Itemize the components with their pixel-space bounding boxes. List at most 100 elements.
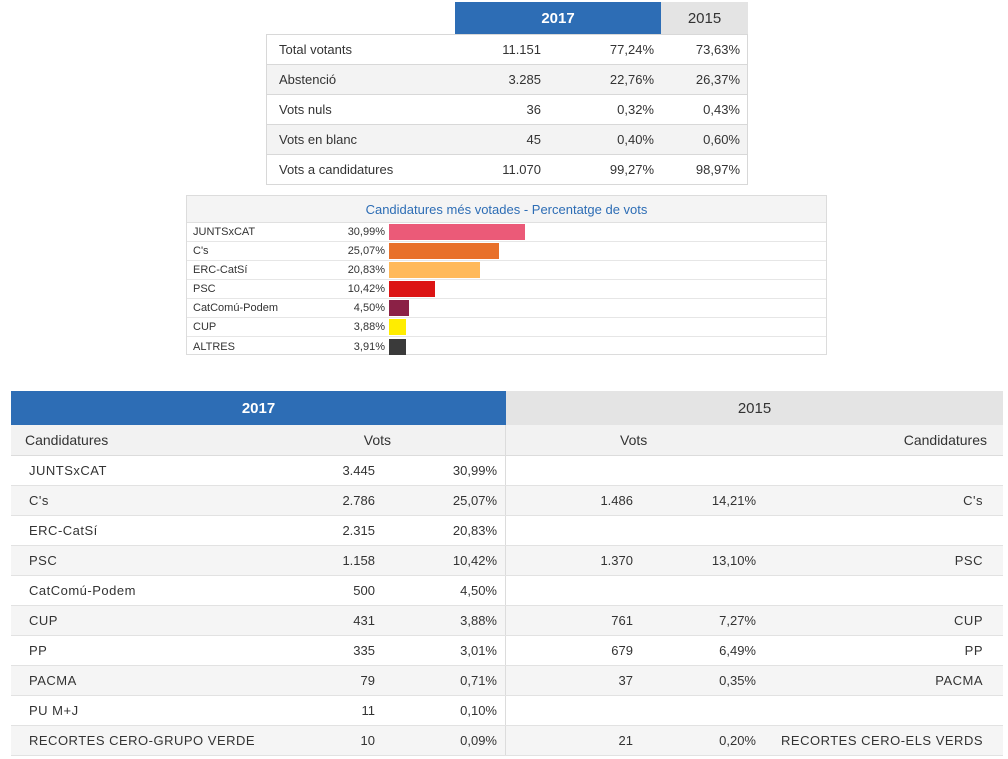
summary-label: Abstenció	[279, 72, 337, 87]
bar-value-label: 25,07%	[347, 245, 385, 257]
chart-bar-row: C's 25,07%	[187, 242, 826, 261]
chart-bar-row: CatComú-Podem 4,50%	[187, 299, 826, 318]
pct-2017: 20,83%	[452, 523, 497, 538]
candidature-name-2017: C's	[29, 493, 49, 508]
votes-2017: 10	[360, 733, 375, 748]
chart-title: Candidatures més votades - Percentatge d…	[187, 196, 826, 222]
chart-bar-row: ALTRES 3,91%	[187, 337, 826, 356]
chart-bars: JUNTSxCAT 30,99% C's 25,07% ERC-CatSí 20,83% P…	[187, 222, 826, 356]
pct-2017: 10,42%	[452, 553, 497, 568]
votes-2017: 335	[353, 643, 375, 658]
bar	[389, 338, 407, 355]
results-row: RECORTES CERO-GRUPO VERDE 10 0,09% 21 0,20% R…	[11, 726, 1003, 756]
summary-row: Vots a candidatures 11.070 99,27% 98,97%	[267, 154, 747, 184]
bar-value-label: 30,99%	[347, 226, 385, 238]
candidature-name-2017: PU M+J	[29, 703, 79, 718]
candidature-name-2017: RECORTES CERO-GRUPO VERDE	[29, 733, 256, 748]
bar-value-label: 20,83%	[347, 264, 385, 276]
candidature-name-2017: PSC	[29, 553, 58, 568]
candidature-name-2017: ERC-CatSí	[29, 523, 98, 538]
results-row: JUNTSxCAT 3.445 30,99%	[11, 456, 1003, 486]
summary-pct-2015: 0,60%	[703, 132, 740, 147]
results-subheader: Candidatures Vots Vots Candidatures	[11, 425, 1003, 456]
chart-bar-row: JUNTSxCAT 30,99%	[187, 223, 826, 242]
bar-value-label: 3,91%	[353, 340, 385, 353]
votes-2017: 1.158	[342, 553, 375, 568]
pct-2015: 7,27%	[719, 613, 756, 628]
results-body: JUNTSxCAT 3.445 30,99% C's 2.786 25,07% 1.486 1…	[11, 456, 1003, 756]
summary-body: Total votants 11.151 77,24% 73,63% Abstenció…	[266, 34, 748, 185]
votes-2015: 1.370	[600, 553, 633, 568]
pct-2015	[506, 576, 756, 605]
pct-2015	[506, 696, 756, 725]
summary-votes-2017: 11.070	[502, 162, 541, 177]
summary-pct-2017: 22,76%	[609, 72, 654, 87]
summary-row: Total votants 11.151 77,24% 73,63%	[267, 35, 747, 64]
results-row: PU M+J 11 0,10%	[11, 696, 1003, 726]
votes-2015: 21	[618, 733, 633, 748]
pct-2017: 0,71%	[460, 673, 497, 688]
pct-2017: 30,99%	[452, 463, 497, 478]
summary-header-2017: 2017	[455, 2, 661, 34]
pct-2015: 6,49%	[719, 643, 756, 658]
candidature-name-2015: CUP	[954, 613, 983, 628]
votes-2017: 11	[361, 703, 376, 718]
votes-2017: 431	[353, 613, 375, 628]
chart-bar-row: PSC 10,42%	[187, 280, 826, 299]
top-candidatures-chart: Candidatures més votades - Percentatge d…	[186, 195, 827, 355]
results-row: CUP 431 3,88% 761 7,27% CUP	[11, 606, 1003, 636]
col-header-candidatures-2015: Candidatures	[903, 432, 987, 448]
results-header-2017: 2017	[11, 391, 506, 425]
col-header-vots-2017: Vots	[363, 432, 391, 448]
bar	[389, 319, 407, 335]
candidature-name-2015: RECORTES CERO-ELS VERDS	[781, 733, 983, 748]
votes-2015: 1.486	[600, 493, 633, 508]
col-header-candidatures-2017: Candidatures	[25, 432, 109, 448]
summary-votes-2017: 11.151	[502, 42, 541, 57]
bar	[389, 243, 499, 259]
candidature-name-2015: PP	[964, 643, 983, 658]
bar	[389, 262, 481, 278]
votes-2015: 761	[611, 613, 633, 628]
bar	[389, 281, 435, 297]
pct-2017: 3,01%	[460, 643, 497, 658]
votes-2017: 79	[360, 673, 375, 688]
results-table: 2017 2015 Candidatures Vots Vots Candida…	[11, 391, 1003, 756]
bar	[389, 224, 525, 240]
candidature-name-2017: PP	[29, 643, 48, 658]
bar-category-label: ALTRES	[193, 340, 235, 353]
summary-label: Vots a candidatures	[279, 162, 394, 177]
turnout-summary-table: 2017 2015 Total votants 11.151 77,24% 73,63…	[266, 2, 748, 185]
summary-pct-2017: 0,32%	[617, 102, 654, 117]
votes-2017: 500	[353, 583, 375, 598]
pct-2017: 0,09%	[460, 733, 497, 748]
bar	[389, 300, 409, 316]
col-header-vots-2015: Vots	[620, 432, 648, 448]
summary-pct-2015: 0,43%	[703, 102, 740, 117]
candidature-name-2015: C's	[963, 493, 983, 508]
results-row: PACMA 79 0,71% 37 0,35% PACMA	[11, 666, 1003, 696]
summary-votes-2017: 3.285	[508, 72, 541, 87]
candidature-name-2017: CUP	[29, 613, 58, 628]
pct-2015: 0,35%	[719, 673, 756, 688]
summary-pct-2015: 26,37%	[695, 72, 740, 87]
results-header: 2017 2015	[11, 391, 1003, 425]
bar-category-label: CUP	[193, 321, 217, 333]
pct-2015: 13,10%	[711, 553, 756, 568]
candidature-name-2015: PACMA	[935, 673, 983, 688]
votes-2015: 679	[611, 643, 633, 658]
pct-2017: 0,10%	[460, 703, 497, 718]
summary-pct-2015: 73,63%	[695, 42, 740, 57]
candidature-name-2017: JUNTSxCAT	[29, 463, 107, 478]
bar-category-label: JUNTSxCAT	[193, 226, 256, 238]
summary-votes-2017: 45	[526, 132, 541, 147]
bar-value-label: 3,88%	[353, 321, 385, 333]
summary-label: Total votants	[279, 42, 352, 57]
results-row: CatComú-Podem 500 4,50%	[11, 576, 1003, 606]
pct-2015: 0,20%	[719, 733, 756, 748]
summary-label: Vots en blanc	[279, 132, 358, 147]
candidature-name-2017: PACMA	[29, 673, 77, 688]
summary-votes-2017: 36	[526, 102, 541, 117]
summary-pct-2017: 99,27%	[609, 162, 654, 177]
summary-row: Abstenció 3.285 22,76% 26,37%	[267, 64, 747, 94]
